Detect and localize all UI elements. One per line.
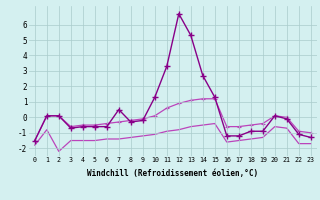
X-axis label: Windchill (Refroidissement éolien,°C): Windchill (Refroidissement éolien,°C) (87, 169, 258, 178)
